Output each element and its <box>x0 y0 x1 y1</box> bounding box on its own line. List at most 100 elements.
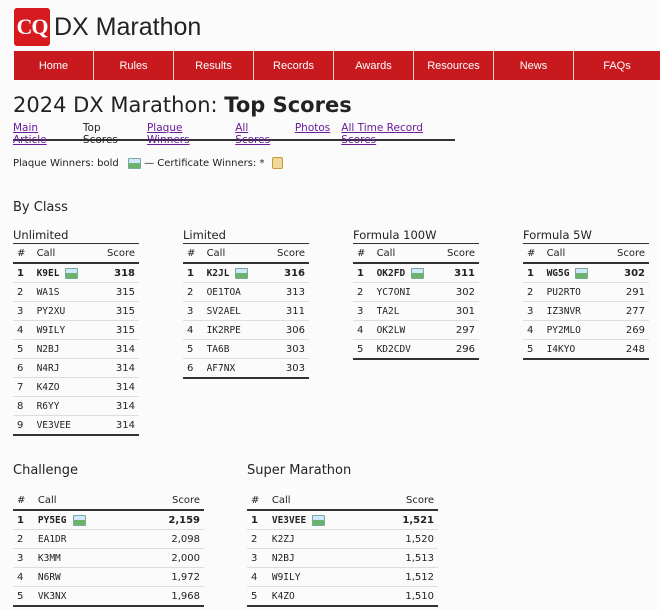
rank-cell: 1 <box>13 263 33 283</box>
callsign: K3MM <box>37 552 61 564</box>
callsign: TA6B <box>206 343 230 355</box>
header-score: Score <box>259 244 309 264</box>
score-cell: 1,968 <box>123 586 204 607</box>
tab-main-article[interactable]: Main Article <box>13 122 47 146</box>
table-row: 4 W9ILY 315 <box>13 320 139 340</box>
rank-cell: 5 <box>13 586 34 607</box>
table-row: 1 PY5EG 2,159 <box>13 510 204 530</box>
call-cell: OE1TOA <box>202 282 260 302</box>
score-cell: 2,098 <box>123 529 204 549</box>
scores-table: # Call Score 1 K9EL 318 2 WA1S 315 3 PY2XU 315 4 W9IL… <box>13 244 139 436</box>
callsign: VK3NX <box>37 590 67 602</box>
callsign: KD2CDV <box>376 343 411 355</box>
rank-cell: 4 <box>247 567 268 587</box>
rank-cell: 3 <box>183 301 203 321</box>
nav-records[interactable]: Records <box>254 51 334 80</box>
table-row: 2 PU2RTO 291 <box>523 282 649 302</box>
table-row: 7 K4ZO 314 <box>13 377 139 397</box>
score-cell: 318 <box>89 263 139 283</box>
tab-photos[interactable]: Photos <box>294 122 331 134</box>
super-marathon-heading: Super Marathon <box>247 463 352 478</box>
tab-all-time-record-scores[interactable]: All Time Record Scores <box>341 122 423 146</box>
class-formula-5w: Formula 5W # Call Score 1 WG5G 302 2 PU2RTO 291 3 I… <box>523 228 649 360</box>
class-title: Formula 5W <box>523 228 649 244</box>
score-cell: 297 <box>429 320 479 340</box>
callsign: IZ3NVR <box>546 305 581 317</box>
call-cell: K4ZO <box>267 586 359 607</box>
call-cell: I4KYO <box>542 339 600 360</box>
callsign: OK2LW <box>376 324 406 336</box>
header-call: Call <box>202 244 260 264</box>
score-cell: 303 <box>259 358 309 379</box>
table-row: 4 W9ILY 1,512 <box>247 567 438 587</box>
class-formula-100w: Formula 100W # Call Score 1 OK2FD 311 2 YC7ONI 30… <box>353 228 479 360</box>
site-title[interactable]: DX Marathon <box>54 12 202 41</box>
callsign: VE3VEE <box>36 419 71 431</box>
class-unlimited: Unlimited # Call Score 1 K9EL 318 2 WA1S 315 3 PY2X… <box>13 228 139 436</box>
nav-awards[interactable]: Awards <box>334 51 414 80</box>
rank-cell: 9 <box>13 415 33 436</box>
photo-icon[interactable] <box>235 267 249 279</box>
callsign: N6RW <box>37 571 61 583</box>
rank-cell: 5 <box>247 586 268 607</box>
score-cell: 314 <box>89 377 139 397</box>
score-cell: 269 <box>599 320 649 340</box>
call-cell: VE3VEE <box>267 510 359 530</box>
tab-plaque-winners[interactable]: Plaque Winners <box>146 122 190 146</box>
table-row: 1 VE3VEE 1,521 <box>247 510 438 530</box>
score-cell: 315 <box>89 301 139 321</box>
table-row: 2 EA1DR 2,098 <box>13 529 204 549</box>
nav-home[interactable]: Home <box>14 51 94 80</box>
callsign: WG5G <box>546 267 570 279</box>
rank-cell: 4 <box>183 320 203 340</box>
table-row: 1 WG5G 302 <box>523 263 649 283</box>
photo-icon[interactable] <box>72 514 86 526</box>
rank-cell: 3 <box>353 301 373 321</box>
call-cell: IZ3NVR <box>542 301 600 321</box>
photo-icon[interactable] <box>312 514 326 526</box>
score-cell: 277 <box>599 301 649 321</box>
call-cell: OK2LW <box>372 320 430 340</box>
cq-logo[interactable]: CQ <box>14 8 50 46</box>
call-cell: PY5EG <box>33 510 124 530</box>
nav-results[interactable]: Results <box>174 51 254 80</box>
rank-cell: 5 <box>13 339 33 359</box>
score-cell: 313 <box>259 282 309 302</box>
table-row: 4 PY2MLO 269 <box>523 320 649 340</box>
callsign: YC7ONI <box>376 286 411 298</box>
score-cell: 1,521 <box>358 510 438 530</box>
header-rank: # <box>183 244 203 264</box>
score-cell: 314 <box>89 339 139 359</box>
header-score: Score <box>358 491 438 511</box>
nav-rules[interactable]: Rules <box>94 51 174 80</box>
callsign: AF7NX <box>206 362 236 374</box>
tab-all-scores[interactable]: All Scores <box>235 122 271 146</box>
photo-icon[interactable] <box>575 267 589 279</box>
call-cell: PU2RTO <box>542 282 600 302</box>
callsign: VE3VEE <box>271 514 307 526</box>
table-row: 2 OE1TOA 313 <box>183 282 309 302</box>
header-call: Call <box>32 244 90 264</box>
header-call: Call <box>372 244 430 264</box>
rank-cell: 5 <box>353 339 373 360</box>
rank-cell: 6 <box>13 358 33 378</box>
score-cell: 248 <box>599 339 649 360</box>
call-cell: AF7NX <box>202 358 260 379</box>
score-cell: 1,513 <box>358 548 438 568</box>
photo-icon[interactable] <box>65 267 79 279</box>
page-title: 2024 DX Marathon: Top Scores <box>13 93 352 117</box>
table-row: 1 K9EL 318 <box>13 263 139 283</box>
header-rank: # <box>523 244 543 264</box>
table-row: 4 IK2RPE 306 <box>183 320 309 340</box>
scores-table: # Call Score 1 PY5EG 2,159 2 EA1DR 2,098 3 K3MM 2,0… <box>13 491 204 607</box>
rank-cell: 2 <box>523 282 543 302</box>
table-row: 1 K2JL 316 <box>183 263 309 283</box>
photo-icon[interactable] <box>411 267 425 279</box>
call-cell: IK2RPE <box>202 320 260 340</box>
nav-faqs[interactable]: FAQs <box>603 59 631 72</box>
score-cell: 1,512 <box>358 567 438 587</box>
scores-table: # Call Score 1 VE3VEE 1,521 2 K2ZJ 1,520 3 N2BJ 1,5… <box>247 491 438 607</box>
nav-resources[interactable]: Resources <box>414 51 494 80</box>
rank-cell: 1 <box>523 263 543 283</box>
nav-news[interactable]: News <box>494 51 574 80</box>
